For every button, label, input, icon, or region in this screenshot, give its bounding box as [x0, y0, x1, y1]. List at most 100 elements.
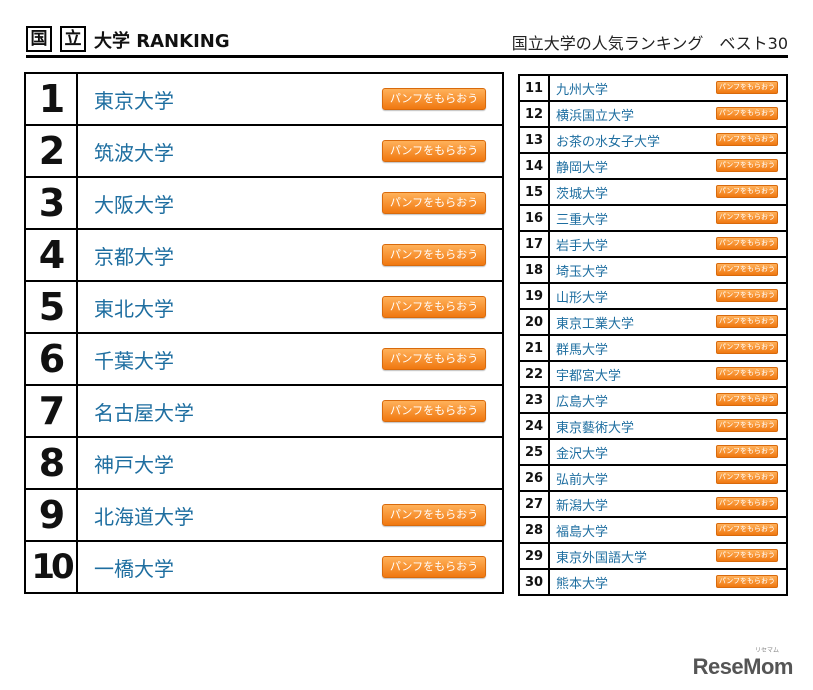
- get-pamphlet-button[interactable]: パンフをもらおう: [716, 419, 778, 432]
- ranking-row: 14 静岡大学 パンフをもらおう: [520, 154, 786, 180]
- ranking-row: 20 東京工業大学 パンフをもらおう: [520, 310, 786, 336]
- get-pamphlet-button[interactable]: パンフをもらおう: [382, 556, 486, 578]
- get-pamphlet-button[interactable]: パンフをもらおう: [716, 107, 778, 120]
- university-link[interactable]: 九州大学: [556, 82, 609, 98]
- get-pamphlet-button[interactable]: パンフをもらおう: [716, 497, 778, 510]
- university-link[interactable]: 名古屋大学: [94, 400, 194, 425]
- ranking-row: 30 熊本大学 パンフをもらおう: [520, 570, 786, 594]
- rank-number: 11: [520, 76, 550, 100]
- university-link[interactable]: 岩手大学: [556, 238, 609, 254]
- university-link[interactable]: 東京工業大学: [556, 316, 635, 332]
- get-pamphlet-button[interactable]: パンフをもらおう: [716, 471, 778, 484]
- university-link[interactable]: 横浜国立大学: [556, 108, 635, 124]
- rank-number: 8: [26, 438, 78, 488]
- get-pamphlet-button[interactable]: パンフをもらおう: [382, 400, 486, 422]
- rank-number: 16: [520, 206, 550, 230]
- ranking-row: 8 神戸大学: [26, 438, 502, 490]
- get-pamphlet-button[interactable]: パンフをもらおう: [382, 192, 486, 214]
- header-divider: [26, 55, 788, 58]
- get-pamphlet-button[interactable]: パンフをもらおう: [716, 315, 778, 328]
- get-pamphlet-button[interactable]: パンフをもらおう: [716, 81, 778, 94]
- rank-number: 24: [520, 414, 550, 438]
- rank-number: 18: [520, 258, 550, 282]
- university-link[interactable]: 筑波大学: [94, 140, 174, 165]
- university-link[interactable]: 広島大学: [556, 394, 609, 410]
- ranking-row: 3 大阪大学 パンフをもらおう: [26, 178, 502, 230]
- get-pamphlet-button[interactable]: パンフをもらおう: [716, 211, 778, 224]
- ranking-row: 22 宇都宮大学 パンフをもらおう: [520, 362, 786, 388]
- university-link[interactable]: 福島大学: [556, 524, 609, 540]
- rank-number: 13: [520, 128, 550, 152]
- ranking-row: 12 横浜国立大学 パンフをもらおう: [520, 102, 786, 128]
- rank-number: 25: [520, 440, 550, 464]
- get-pamphlet-button[interactable]: パンフをもらおう: [382, 296, 486, 318]
- ranking-row: 5 東北大学 パンフをもらおう: [26, 282, 502, 334]
- ranking-row: 19 山形大学 パンフをもらおう: [520, 284, 786, 310]
- university-link[interactable]: 神戸大学: [94, 452, 174, 477]
- rank-number: 14: [520, 154, 550, 178]
- get-pamphlet-button[interactable]: パンフをもらおう: [716, 185, 778, 198]
- get-pamphlet-button[interactable]: パンフをもらおう: [716, 523, 778, 536]
- rank-number: 5: [26, 282, 78, 332]
- university-link[interactable]: 静岡大学: [556, 160, 609, 176]
- rank-number: 22: [520, 362, 550, 386]
- university-link[interactable]: お茶の水女子大学: [556, 134, 661, 150]
- university-link[interactable]: 北海道大学: [94, 504, 194, 529]
- get-pamphlet-button[interactable]: パンフをもらおう: [716, 263, 778, 276]
- rank-number: 1: [26, 74, 78, 124]
- university-link[interactable]: 千葉大学: [94, 348, 174, 373]
- university-link[interactable]: 東京大学: [94, 88, 174, 113]
- get-pamphlet-button[interactable]: パンフをもらおう: [716, 341, 778, 354]
- university-link[interactable]: 群馬大学: [556, 342, 609, 358]
- university-link[interactable]: 茨城大学: [556, 186, 609, 202]
- get-pamphlet-button[interactable]: パンフをもらおう: [716, 367, 778, 380]
- university-link[interactable]: 熊本大学: [556, 576, 609, 592]
- ranking-row: 1 東京大学 パンフをもらおう: [26, 74, 502, 126]
- get-pamphlet-button[interactable]: パンフをもらおう: [382, 140, 486, 162]
- rank-number: 19: [520, 284, 550, 308]
- ranking-row: 24 東京藝術大学 パンフをもらおう: [520, 414, 786, 440]
- ranking-row: 21 群馬大学 パンフをもらおう: [520, 336, 786, 362]
- university-link[interactable]: 山形大学: [556, 290, 609, 306]
- rank-number: 6: [26, 334, 78, 384]
- university-link[interactable]: 東京藝術大学: [556, 420, 635, 436]
- ranking-row: 27 新潟大学 パンフをもらおう: [520, 492, 786, 518]
- get-pamphlet-button[interactable]: パンフをもらおう: [716, 445, 778, 458]
- university-link[interactable]: 三重大学: [556, 212, 609, 228]
- get-pamphlet-button[interactable]: パンフをもらおう: [716, 575, 778, 588]
- university-link[interactable]: 京都大学: [94, 244, 174, 269]
- logo-title: 大学 RANKING: [94, 31, 230, 52]
- get-pamphlet-button[interactable]: パンフをもらおう: [382, 88, 486, 110]
- university-link[interactable]: 新潟大学: [556, 498, 609, 514]
- get-pamphlet-button[interactable]: パンフをもらおう: [716, 289, 778, 302]
- university-link[interactable]: 東北大学: [94, 296, 174, 321]
- university-link[interactable]: 宇都宮大学: [556, 368, 622, 384]
- university-link[interactable]: 大阪大学: [94, 192, 174, 217]
- page-subtitle: 国立大学の人気ランキング ベスト30: [511, 34, 788, 53]
- watermark-small: リセマム: [754, 647, 779, 654]
- university-link[interactable]: 金沢大学: [556, 446, 609, 462]
- ranking-row: 26 弘前大学 パンフをもらおう: [520, 466, 786, 492]
- get-pamphlet-button[interactable]: パンフをもらおう: [716, 237, 778, 250]
- get-pamphlet-button[interactable]: パンフをもらおう: [382, 348, 486, 370]
- page-header: 国 立 大学 RANKING 国立大学の人気ランキング ベスト30: [26, 26, 788, 54]
- get-pamphlet-button[interactable]: パンフをもらおう: [382, 504, 486, 526]
- university-link[interactable]: 弘前大学: [556, 472, 609, 488]
- get-pamphlet-button[interactable]: パンフをもらおう: [716, 159, 778, 172]
- ranking-row: 7 名古屋大学 パンフをもらおう: [26, 386, 502, 438]
- university-link[interactable]: 埼玉大学: [556, 264, 609, 280]
- get-pamphlet-button[interactable]: パンフをもらおう: [716, 549, 778, 562]
- ranking-row: 23 広島大学 パンフをもらおう: [520, 388, 786, 414]
- top10-table: 1 東京大学 パンフをもらおう 2 筑波大学 パンフをもらおう 3 大阪大学 パンフをもらおう 4…: [24, 72, 504, 594]
- rank-number: 2: [26, 126, 78, 176]
- university-link[interactable]: 東京外国語大学: [556, 550, 648, 566]
- get-pamphlet-button[interactable]: パンフをもらおう: [716, 133, 778, 146]
- rank-number: 26: [520, 466, 550, 490]
- rank-number: 29: [520, 544, 550, 568]
- get-pamphlet-button[interactable]: パンフをもらおう: [716, 393, 778, 406]
- university-link[interactable]: 一橋大学: [94, 556, 174, 581]
- rank-number: 9: [26, 490, 78, 540]
- rank-number: 4: [26, 230, 78, 280]
- get-pamphlet-button[interactable]: パンフをもらおう: [382, 244, 486, 266]
- ranking-row: 13 お茶の水女子大学 パンフをもらおう: [520, 128, 786, 154]
